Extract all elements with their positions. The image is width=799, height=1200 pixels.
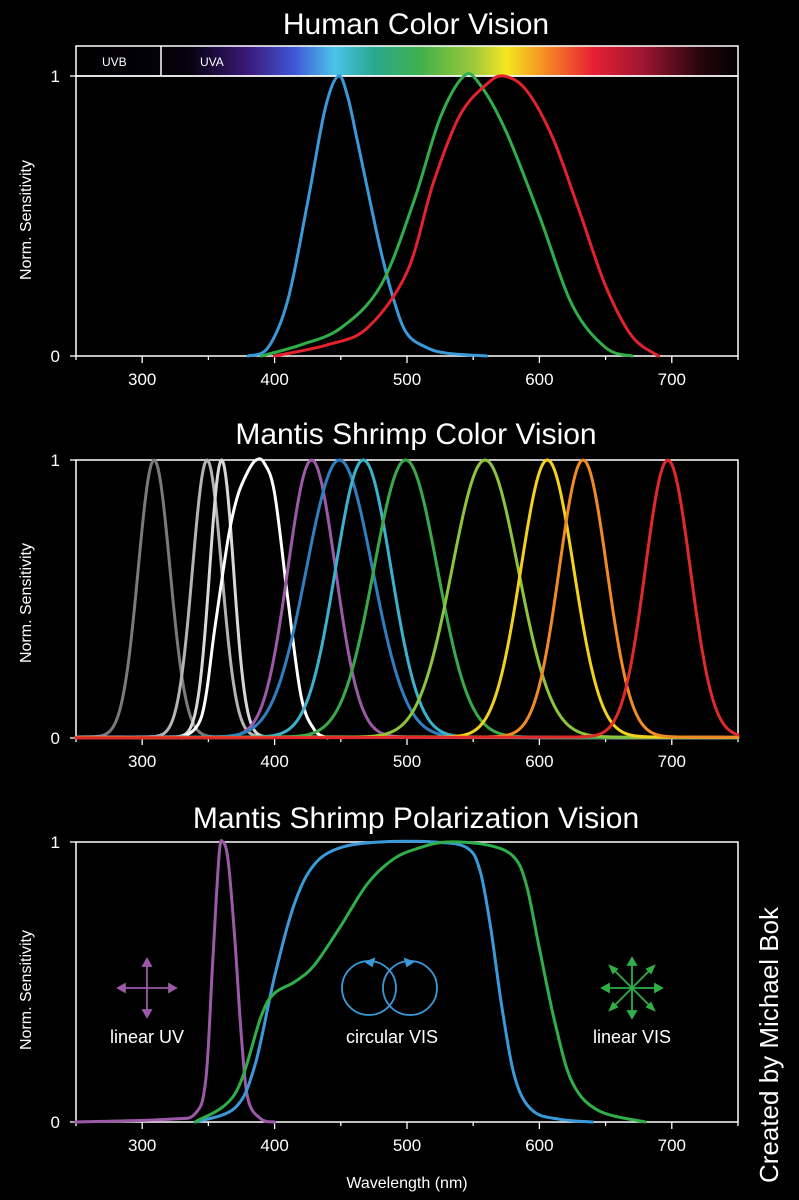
y-axis-label: Norm. Sensitivity <box>18 543 35 663</box>
plot-frame <box>75 459 739 739</box>
y-tick-label: 0 <box>51 347 60 366</box>
series-line-11 <box>74 458 740 740</box>
x-tick-label: 500 <box>393 752 421 771</box>
series-line-9 <box>74 458 740 740</box>
y-tick-label: 0 <box>51 1113 60 1132</box>
y-axis-label: Norm. Sensitivity <box>18 930 35 1050</box>
series-line-2 <box>74 458 740 740</box>
credit-text: Created by Michael Bok <box>754 906 784 1183</box>
x-axis-label: Wavelength (nm) <box>346 1175 467 1192</box>
series-line-0 <box>246 74 488 358</box>
series-line-6 <box>74 458 740 740</box>
series-line-0 <box>74 838 277 1124</box>
x-tick-label: 400 <box>260 1136 288 1155</box>
x-tick-label: 700 <box>658 752 686 771</box>
x-tick-label: 500 <box>393 1136 421 1155</box>
circular-polarization-icon <box>341 957 438 1016</box>
linear-polarization-icon <box>116 957 178 1019</box>
uvb-label: UVB <box>102 55 127 69</box>
axis-ticks: 300 400 500 600 700 0 1 <box>51 451 739 771</box>
linear-uv-annotation: linear UV <box>110 957 184 1047</box>
circular-vis-annotation: circular VIS <box>341 957 438 1047</box>
chart-title: Mantis Shrimp Polarization Vision <box>193 802 639 835</box>
series-group <box>74 838 647 1124</box>
x-tick-label: 600 <box>525 1136 553 1155</box>
human-color-vision-panel: Human Color Vision UVB UVA Norm. Sensiti… <box>18 8 739 389</box>
series-line-2 <box>273 74 661 358</box>
plot-frame <box>75 75 739 357</box>
x-tick-label: 700 <box>658 1136 686 1155</box>
x-tick-label: 600 <box>525 370 553 389</box>
series-line-1 <box>259 72 634 358</box>
x-tick-label: 300 <box>128 752 156 771</box>
multi-direction-polarization-icon <box>600 956 664 1020</box>
mantis-shrimp-color-vision-panel: Mantis Shrimp Color Vision Norm. Sensiti… <box>18 418 740 771</box>
series-group <box>246 72 661 358</box>
annotation-label: linear UV <box>110 1027 184 1047</box>
series-group <box>74 457 740 740</box>
spectrum-bar <box>75 45 739 77</box>
y-tick-label: 1 <box>51 67 60 86</box>
series-line-1 <box>193 839 594 1124</box>
series-line-1 <box>74 458 740 740</box>
series-line-5 <box>74 458 740 740</box>
series-line-3 <box>180 457 330 740</box>
y-axis-label: Norm. Sensitivity <box>18 160 35 280</box>
y-tick-label: 1 <box>51 833 60 852</box>
x-tick-label: 700 <box>658 370 686 389</box>
axis-ticks: 300 400 500 600 700 0 1 <box>51 833 739 1155</box>
x-tick-label: 600 <box>525 752 553 771</box>
series-line-2 <box>193 840 647 1124</box>
chart-title: Mantis Shrimp Color Vision <box>235 418 596 451</box>
linear-vis-annotation: linear VIS <box>593 956 671 1047</box>
x-tick-label: 500 <box>393 370 421 389</box>
series-line-8 <box>74 458 740 740</box>
y-tick-label: 1 <box>51 451 60 470</box>
series-line-0 <box>74 458 740 740</box>
axis-ticks: 300 400 500 600 700 0 1 <box>51 67 739 389</box>
x-tick-label: 300 <box>128 1136 156 1155</box>
y-tick-label: 0 <box>51 729 60 748</box>
x-tick-label: 300 <box>128 370 156 389</box>
x-tick-label: 400 <box>260 370 288 389</box>
annotation-label: circular VIS <box>346 1027 438 1047</box>
x-tick-label: 400 <box>260 752 288 771</box>
annotation-label: linear VIS <box>593 1027 671 1047</box>
series-line-4 <box>74 458 740 740</box>
series-line-7 <box>74 458 740 740</box>
uva-label: UVA <box>200 55 224 69</box>
mantis-shrimp-polarization-vision-panel: Mantis Shrimp Polarization Vision Norm. … <box>18 802 739 1192</box>
chart-title: Human Color Vision <box>283 8 549 41</box>
series-line-10 <box>74 458 740 740</box>
